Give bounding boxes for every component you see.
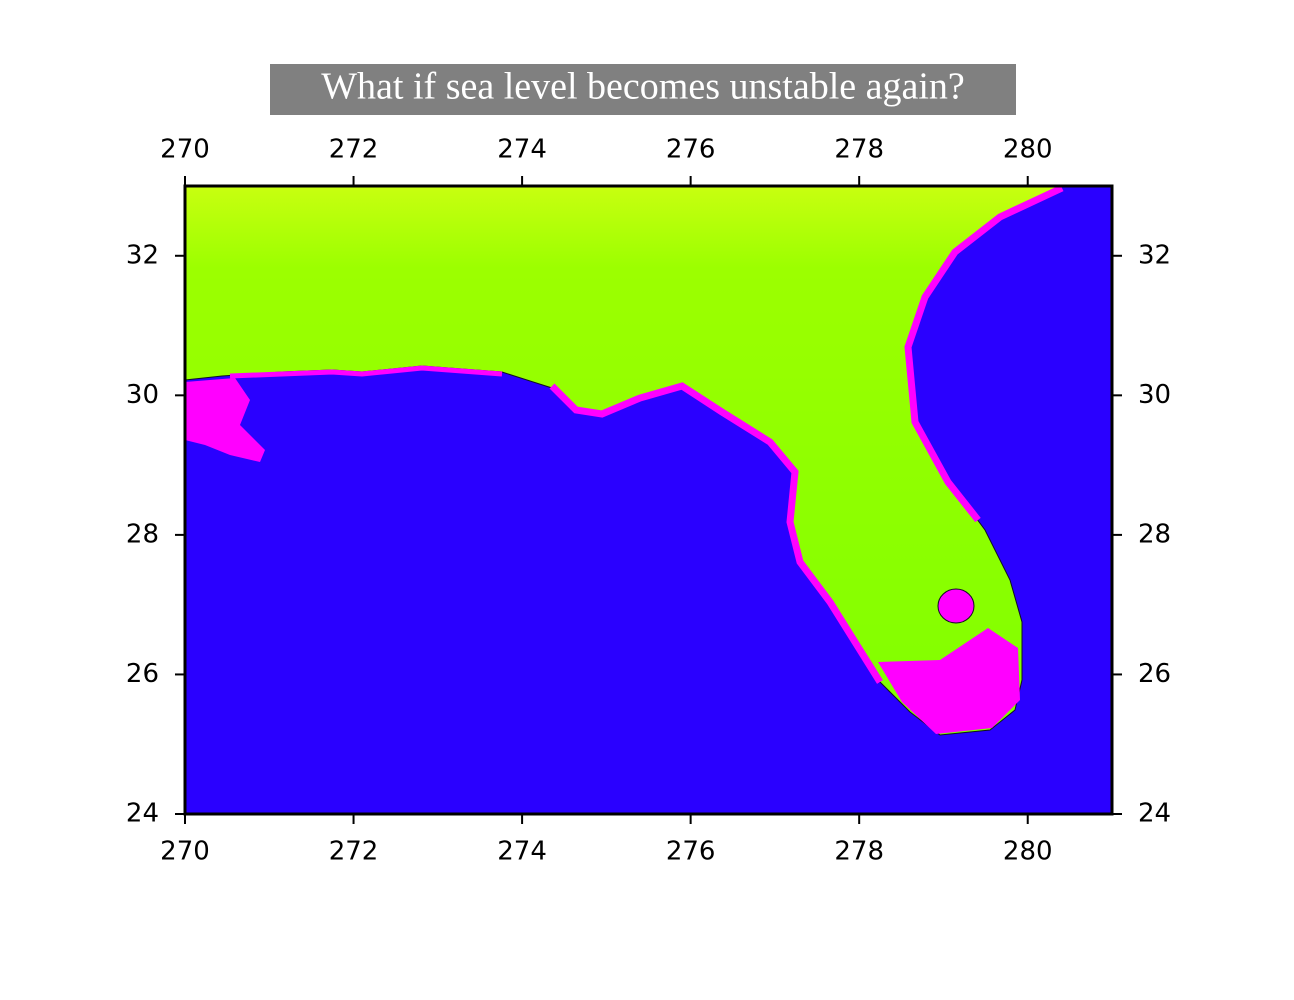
y-tick-label: 24 xyxy=(1138,799,1171,829)
flood-zone xyxy=(878,628,1020,734)
flood-zone xyxy=(185,378,265,462)
y-tick-label: 26 xyxy=(126,659,159,689)
flood-coast xyxy=(549,382,883,684)
y-tick-label: 28 xyxy=(1138,519,1171,549)
y-tick-label: 30 xyxy=(1138,380,1171,410)
x-tick-label: 278 xyxy=(834,837,884,867)
title-box xyxy=(270,64,1016,115)
x-tick-label: 280 xyxy=(1003,135,1053,165)
y-tick-label: 28 xyxy=(126,519,159,549)
x-tick-label: 274 xyxy=(497,837,547,867)
y-tick-label: 30 xyxy=(126,380,159,410)
x-tick-label: 270 xyxy=(160,837,210,867)
x-tick-label: 276 xyxy=(666,837,716,867)
flood-coast xyxy=(904,186,1064,523)
y-tick-label: 32 xyxy=(1138,240,1171,270)
y-tick-label: 26 xyxy=(1138,659,1171,689)
x-tick-label: 270 xyxy=(160,135,210,165)
y-tick-label: 24 xyxy=(126,799,159,829)
x-tick-label: 274 xyxy=(497,135,547,165)
map-area xyxy=(185,186,1112,814)
frame xyxy=(183,184,1114,816)
x-tick-label: 276 xyxy=(666,135,716,165)
chart-title: What if sea level becomes unstable again… xyxy=(321,66,965,108)
x-tick-label: 278 xyxy=(834,135,884,165)
x-tick-label: 272 xyxy=(329,837,379,867)
x-tick-label: 280 xyxy=(1003,837,1053,867)
lake xyxy=(937,588,975,624)
flood-coast xyxy=(229,365,503,379)
x-tick-label: 272 xyxy=(329,135,379,165)
y-tick-label: 32 xyxy=(126,240,159,270)
